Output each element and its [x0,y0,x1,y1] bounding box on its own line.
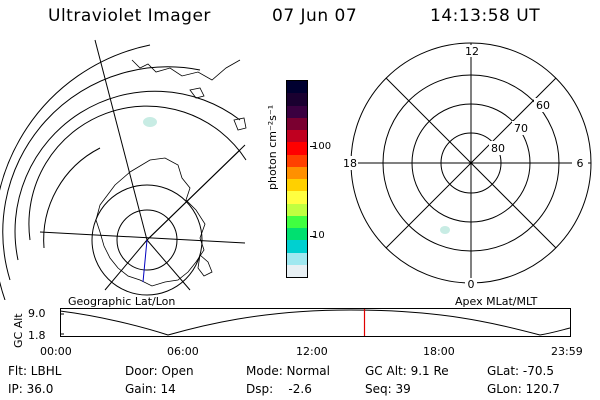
colorbar-swatch [287,240,307,253]
colorbar-swatch [287,130,307,143]
colorbar-tickmark [310,236,315,237]
info-gain: Gain: 14 [125,382,176,396]
altitude-timeline [60,308,571,337]
colorbar-swatch [287,166,307,179]
geographic-panel-label: Geographic Lat/Lon [68,295,176,308]
timeline-ytick-low: 1.8 [28,329,46,342]
app-title: Ultraviolet Imager [48,6,211,26]
colorbar-swatch [287,203,307,216]
lat-label-70: 70 [514,122,528,135]
colorbar-swatch [287,142,307,155]
coastline [95,59,247,287]
info-ip: IP: 36.0 [8,382,54,396]
info-seq: Seq: 39 [365,382,411,396]
lat-arc [28,105,247,241]
aurora-patch [440,226,450,234]
colorbar-swatch [287,105,307,118]
colorbar [286,80,308,278]
pole-marker [142,239,148,283]
timeline-xtick: 06:00 [167,345,199,358]
timeline-xtick: 23:59 [551,345,583,358]
colorbar-swatch [287,179,307,192]
info-dsp: Dsp: -2.6 [246,382,312,396]
colorbar-swatch [287,154,307,167]
colorbar-swatch [287,252,307,265]
lat-label-60: 60 [536,99,550,112]
colorbar-swatch [287,117,307,130]
colorbar-tickmark [310,146,315,147]
timeline-frame [60,308,571,337]
colorbar-swatch [287,93,307,106]
altitude-curve [60,309,571,336]
colorbar-unit-label: photon cm⁻²s⁻¹ [266,104,279,190]
colorbar-swatch [287,81,307,94]
info-gc-alt: GC Alt: 9.1 Re [365,364,449,378]
colorbar-tick-10: 10 [312,230,325,241]
lat-circle [116,209,178,271]
mlt-label-18: 18 [343,157,357,170]
meridian [94,39,148,241]
polar-meridian [385,77,557,249]
colorbar-tick-100: 100 [312,141,332,152]
meridian [146,239,191,291]
lat-arc [14,90,241,261]
timeline-xtick: 18:00 [423,345,455,358]
mlt-label-12: 12 [465,45,479,58]
lat-circle [91,184,203,296]
info-door: Door: Open [125,364,194,378]
timeline-xtick: 00:00 [40,345,72,358]
colorbar-swatch [287,228,307,241]
colorbar-swatch [287,215,307,228]
colorbar-swatch [287,191,307,204]
lat-arc [0,44,151,300]
date-label: 07 Jun 07 [272,6,358,26]
timeline-xtick: 12:00 [296,345,328,358]
lat-arc [2,66,201,281]
mlt-label-6: 6 [577,157,584,170]
info-mode: Mode: Normal [246,364,330,378]
apex-panel-label: Apex MLat/MLT [455,295,538,308]
aurora-patch [143,117,157,127]
meridian [104,239,148,291]
info-glat: GLat: -70.5 [487,364,554,378]
meridian [39,231,246,244]
colorbar-swatch [287,264,307,277]
info-glon: GLon: 120.7 [487,382,560,396]
timeline-ytick-high: 9.0 [28,307,46,320]
mlt-label-0: 0 [468,278,475,291]
geo-grid [0,39,247,300]
lat-label-80: 80 [491,142,505,155]
mlat-mlt-polar-plot: 12 18 6 0 60 70 80 [340,42,592,291]
info-filter: Flt: LBHL [8,364,62,378]
timeline-axis-label: GC Alt [12,313,25,348]
time-label: 14:13:58 UT [430,6,541,26]
geographic-map [0,39,247,300]
